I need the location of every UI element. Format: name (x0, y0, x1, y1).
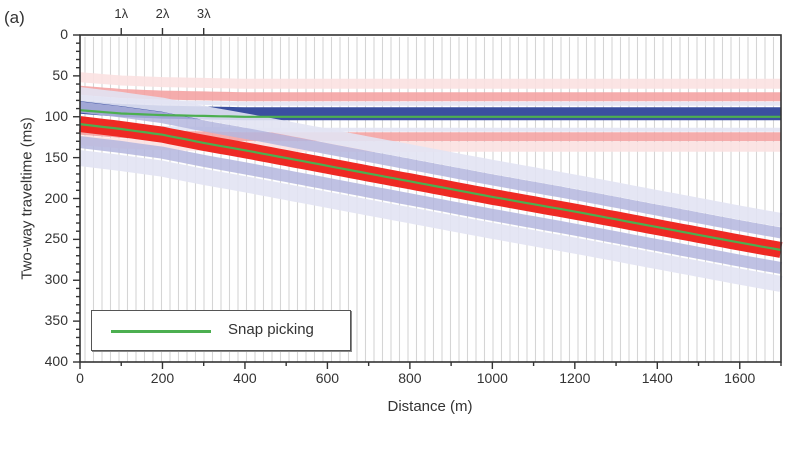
y-tick-label: 200 (44, 189, 68, 206)
x-tick-label: 1000 (476, 370, 508, 386)
wavelength-label: 3λ (196, 6, 211, 21)
x-tick-label: 1600 (724, 370, 756, 386)
y-tick-label: 150 (44, 148, 68, 165)
x-tick-label: 800 (398, 370, 422, 386)
y-tick-label: 300 (44, 271, 68, 288)
x-tick-label: 400 (233, 370, 257, 386)
y-tick-label: 0 (60, 26, 68, 42)
x-tick-label: 600 (315, 370, 340, 386)
y-tick-label: 350 (44, 312, 68, 329)
y-tick-label: 100 (44, 107, 68, 124)
x-axis-label: Distance (m) (387, 398, 473, 415)
y-tick-label: 250 (44, 230, 68, 247)
wavelength-label: 1λ (114, 6, 129, 21)
x-tick-label: 1200 (559, 370, 591, 386)
wavelength-label: 2λ (155, 6, 170, 21)
y-axis-label: Two-way traveltime (ms) (18, 117, 36, 280)
snap-picking-lines (79, 109, 782, 252)
x-tick-label: 0 (76, 370, 84, 386)
y-tick-label: 400 (44, 353, 68, 369)
axes (73, 28, 782, 369)
legend: Snap picking (91, 310, 351, 351)
legend-line-swatch (111, 330, 211, 333)
legend-label: Snap picking (228, 321, 314, 338)
y-tick-label: 50 (52, 66, 68, 83)
seismic-event-bands (79, 72, 783, 292)
x-tick-label: 200 (150, 370, 175, 386)
x-tick-label: 1400 (641, 370, 673, 386)
panel-label: (a) (4, 8, 25, 27)
